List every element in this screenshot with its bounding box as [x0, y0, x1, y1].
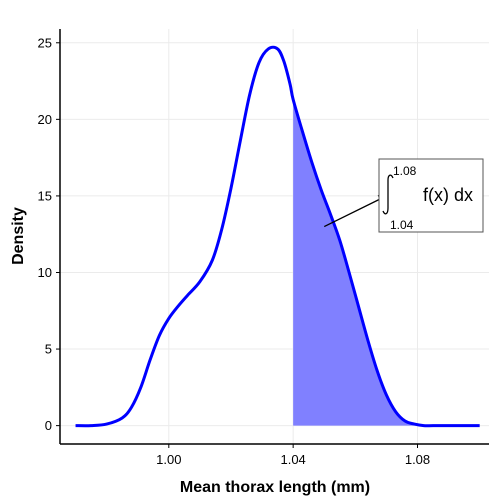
y-tick-label-4: 20 [38, 112, 52, 127]
shaded-region [293, 99, 418, 426]
y-tick-label-1: 5 [45, 342, 52, 357]
x-axis-title: Mean thorax length (mm) [180, 479, 370, 496]
y-tick-label-5: 25 [38, 35, 52, 50]
y-tick-label-3: 15 [38, 188, 52, 203]
x-tick-label-1: 1.04 [280, 452, 305, 467]
axes: 0 5 10 15 20 25 1.00 1.04 1.08 [38, 29, 489, 467]
density-curve-layer [75, 45, 480, 428]
grid-lines [60, 29, 489, 444]
x-tick-label-2: 1.08 [405, 452, 430, 467]
y-tick-label-0: 0 [45, 418, 52, 433]
annotation-lower-limit: 1.04 [390, 218, 414, 232]
integral-annotation: 1.08 1.04 f(x) dx [323, 158, 484, 233]
y-axis-title: Density [10, 207, 27, 265]
annotation-arrow [323, 198, 380, 228]
annotation-box [378, 158, 484, 233]
shaded-area [293, 99, 418, 426]
annotation-integrand: f(x) dx [423, 185, 473, 205]
annotation-upper-limit: 1.08 [393, 164, 417, 178]
integral-sign-icon [382, 174, 394, 215]
x-tick-label-0: 1.00 [156, 452, 181, 467]
y-tick-label-2: 10 [38, 265, 52, 280]
density-curve [75, 45, 480, 428]
